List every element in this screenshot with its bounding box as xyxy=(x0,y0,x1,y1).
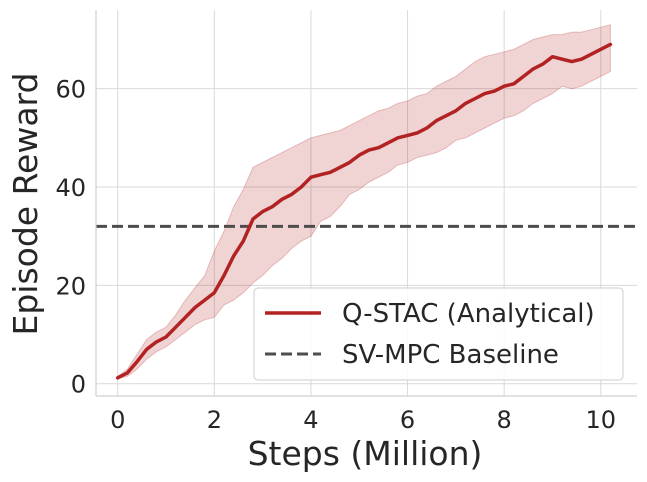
y-tick-label: 60 xyxy=(55,76,86,104)
x-axis-label: Steps (Million) xyxy=(248,434,483,473)
y-tick-labels: 0 20 40 60 xyxy=(55,76,86,399)
q-stac-line xyxy=(115,42,613,380)
x-tick-label: 6 xyxy=(400,406,415,434)
y-axis-label: Episode Reward xyxy=(6,73,45,336)
legend: Q-STAC (Analytical) SV-MPC Baseline xyxy=(253,287,624,381)
y-tick-label: 20 xyxy=(55,272,86,300)
q-stac-confidence-band xyxy=(117,24,611,380)
x-tick-label: 8 xyxy=(497,406,512,434)
legend-label-sv-mpc: SV-MPC Baseline xyxy=(342,340,559,370)
x-tick-label: 10 xyxy=(585,406,616,434)
legend-label-q-stac: Q-STAC (Analytical) xyxy=(342,299,595,329)
x-tick-label: 4 xyxy=(303,406,318,434)
grid xyxy=(96,10,637,396)
x-tick-label: 2 xyxy=(207,406,222,434)
legend-box xyxy=(253,287,624,381)
x-tick-label: 0 xyxy=(110,406,125,434)
y-tick-label: 0 xyxy=(71,371,86,399)
y-tick-label: 40 xyxy=(55,174,86,202)
x-tick-labels: 0 2 4 6 8 10 xyxy=(110,406,616,434)
